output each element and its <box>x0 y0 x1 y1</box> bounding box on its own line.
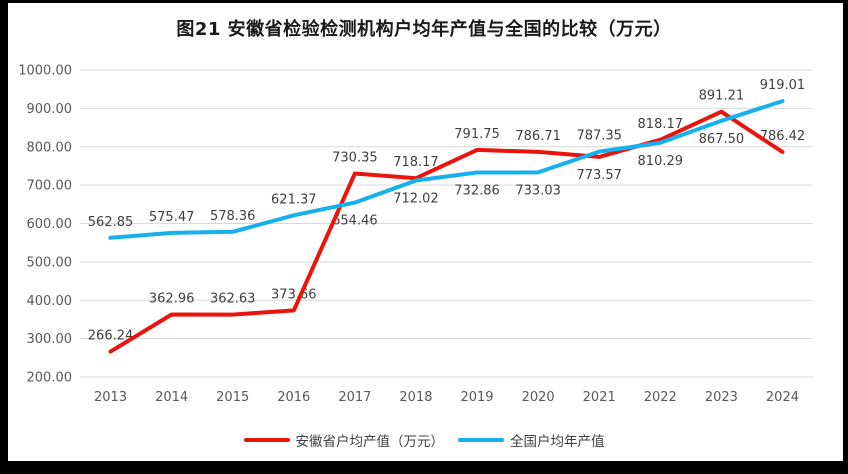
y-tick-label: 1000.00 <box>18 64 72 79</box>
data-label: 562.85 <box>88 215 134 230</box>
data-label: 786.42 <box>760 129 806 144</box>
data-label: 575.47 <box>149 210 195 225</box>
series-line-1 <box>108 99 785 240</box>
x-tick-label: 2014 <box>155 390 188 405</box>
legend-label-anhui: 安徽省户均产值（万元） <box>295 434 445 450</box>
chart-legend: 安徽省户均产值（万元） 全国户均年产值 <box>0 430 848 450</box>
data-label: 654.46 <box>332 214 378 229</box>
data-label: 373.66 <box>271 287 317 302</box>
data-label: 773.57 <box>576 168 622 183</box>
chart-paper <box>8 3 843 461</box>
x-tick-label: 2024 <box>766 390 799 405</box>
legend-item-national: 全国户均年产值 <box>458 430 605 450</box>
data-label: 578.36 <box>210 209 256 224</box>
y-tick-label: 400.00 <box>27 294 73 309</box>
x-tick-label: 2021 <box>583 390 616 405</box>
x-tick-label: 2016 <box>277 390 310 405</box>
data-label: 266.24 <box>88 329 134 344</box>
legend-swatch-national-blue-line-icon <box>458 437 504 443</box>
chart-title: 图21 安徽省检验检测机构户均年产值与全国的比较（万元） <box>176 19 672 40</box>
y-tick-label: 900.00 <box>27 102 73 117</box>
x-tick-label: 2018 <box>399 390 432 405</box>
y-tick-label: 700.00 <box>27 179 73 194</box>
y-tick-label: 600.00 <box>27 217 73 232</box>
data-label: 818.17 <box>638 117 684 132</box>
x-tick-label: 2019 <box>460 390 493 405</box>
data-label: 362.96 <box>149 291 195 306</box>
x-tick-label: 2013 <box>94 390 127 405</box>
y-tick-label: 200.00 <box>27 371 73 386</box>
series-line-0 <box>108 109 785 354</box>
legend-swatch-anhui-red-line-icon <box>243 437 290 443</box>
data-label: 867.50 <box>699 132 745 147</box>
y-tick-label: 500.00 <box>27 255 73 270</box>
data-label: 891.21 <box>699 89 745 104</box>
data-label: 732.86 <box>454 184 500 199</box>
y-tick-label: 300.00 <box>27 332 73 347</box>
x-tick-label: 2017 <box>338 390 371 405</box>
data-label: 712.02 <box>393 192 439 207</box>
x-tick-label: 2020 <box>522 390 555 405</box>
data-label: 718.17 <box>393 155 439 170</box>
x-tick-label: 2023 <box>705 390 738 405</box>
data-label: 621.37 <box>271 192 317 207</box>
legend-item-anhui: 安徽省户均产值（万元） <box>243 430 445 450</box>
y-tick-label: 800.00 <box>27 140 73 155</box>
data-label: 919.01 <box>760 78 806 93</box>
legend-label-national: 全国户均年产值 <box>510 434 605 450</box>
x-tick-label: 2022 <box>644 390 677 405</box>
data-label: 733.03 <box>515 183 561 198</box>
data-label: 362.63 <box>210 292 256 307</box>
data-label: 787.35 <box>576 129 622 144</box>
data-label: 791.75 <box>454 127 500 142</box>
x-tick-label: 2015 <box>216 390 249 405</box>
data-label: 730.35 <box>332 150 378 165</box>
data-label: 786.71 <box>515 129 561 144</box>
data-label: 810.29 <box>638 154 684 169</box>
